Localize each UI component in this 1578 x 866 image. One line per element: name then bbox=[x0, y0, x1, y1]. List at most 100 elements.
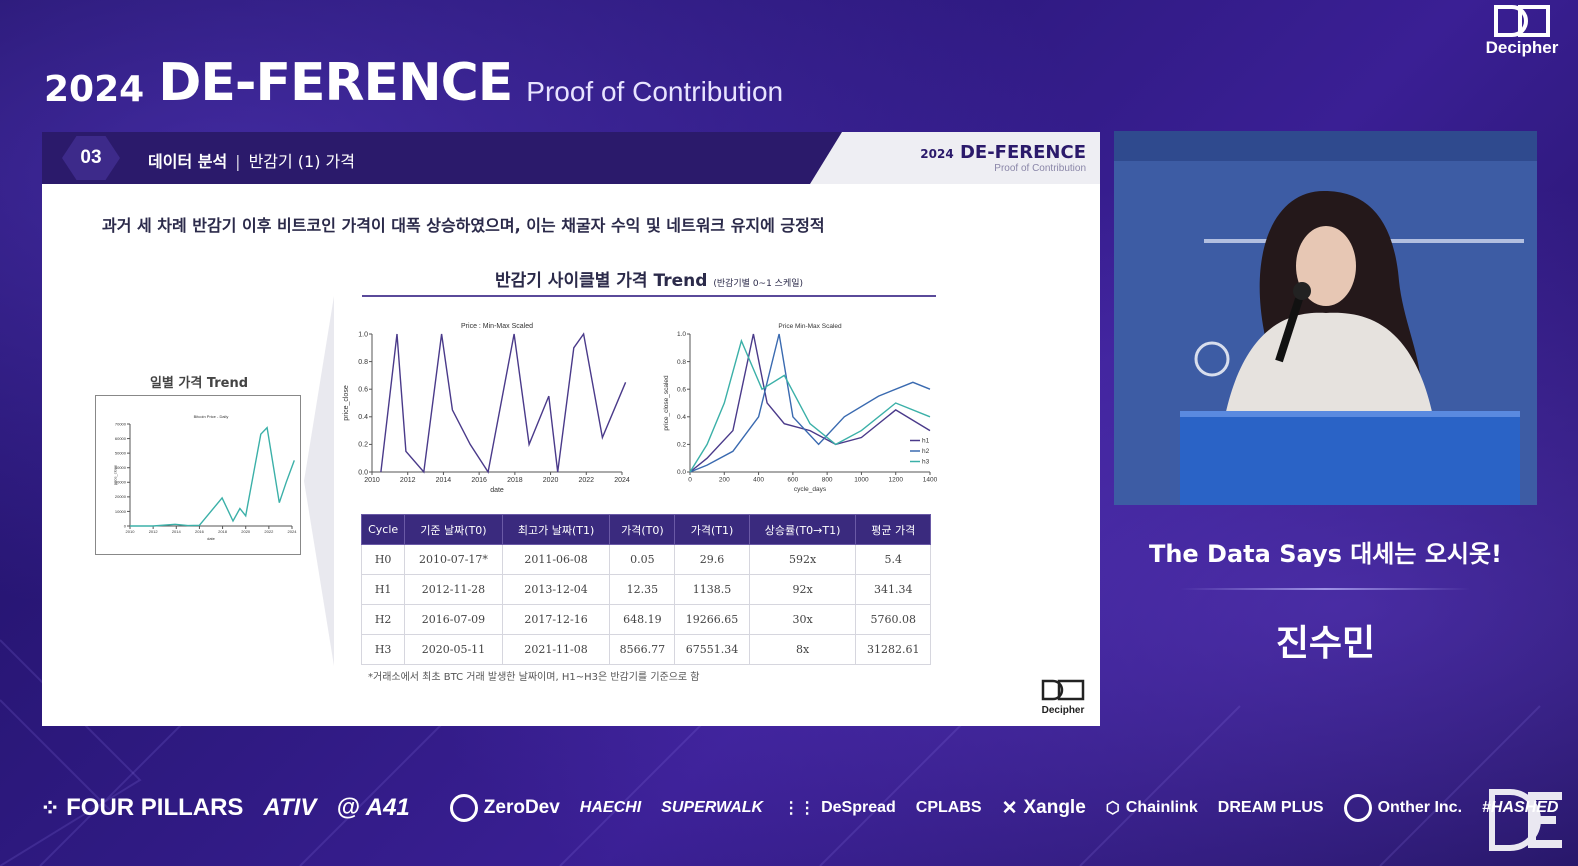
table-cell: 5.4 bbox=[855, 544, 931, 575]
decipher-corner-logo: Decipher bbox=[1480, 4, 1564, 64]
table-cell: 29.6 bbox=[674, 544, 750, 575]
table-header-cell: 최고가 날짜(T1) bbox=[501, 514, 611, 545]
despread-icon: ⋮⋮ bbox=[783, 800, 816, 817]
sponsor-superwalk: SUPERWALK bbox=[661, 799, 764, 816]
slide-brand-year: 2024 bbox=[920, 147, 954, 161]
table-cell: 8x bbox=[748, 634, 857, 665]
slide-header-band bbox=[42, 132, 842, 184]
table-row: H2 2016-07-09 2017-12-16 648.19 19266.65… bbox=[360, 604, 931, 635]
table-footnote: *거래소에서 최초 BTC 거래 발생한 날짜이며, H1~H3은 반감기를 기… bbox=[368, 672, 700, 683]
presentation-slide: 03 데이터 분석 | 반감기 (1) 가격 2024 DE-FERENCE Pro… bbox=[42, 132, 1100, 726]
y-tick-label: 30000 bbox=[115, 480, 127, 485]
zerodev-icon bbox=[449, 794, 478, 822]
table-header-cell: 가격(T1) bbox=[674, 514, 750, 545]
event-year: 2024 bbox=[44, 69, 145, 110]
x-tick-label: 1200 bbox=[888, 477, 903, 484]
chart-title-rule bbox=[362, 295, 936, 297]
slide-logo-text: Decipher bbox=[1041, 705, 1085, 716]
x-tick-label: 2010 bbox=[364, 477, 380, 484]
x-tick-label: 1400 bbox=[923, 477, 938, 484]
table-cell: 12.35 bbox=[609, 574, 676, 605]
y-tick-label: 0.4 bbox=[358, 414, 368, 421]
event-subtitle: Proof of Contribution bbox=[526, 76, 784, 107]
section-title: 데이터 분석 | 반감기 (1) 가격 bbox=[148, 148, 355, 172]
y-tick-label: 40000 bbox=[115, 465, 127, 470]
table-cell: 2016-07-09 bbox=[404, 604, 503, 635]
daily-price-chart: Bitcoin Price - Daily 2010 2012 2014 2016 201… bbox=[95, 395, 301, 555]
y-tick-label: 50000 bbox=[115, 450, 127, 455]
y-tick-label: 0.2 bbox=[677, 442, 686, 449]
slide-brand-name: DE-FERENCE bbox=[959, 142, 1086, 163]
y-tick-label: 0.4 bbox=[677, 414, 686, 421]
y-tick-label: 70000 bbox=[115, 421, 127, 426]
x-tick-label: 2020 bbox=[543, 477, 559, 484]
sponsor-label: Chainlink bbox=[1125, 799, 1198, 816]
xangle-icon: ✕ bbox=[1001, 797, 1018, 819]
sponsor-label: Onther Inc. bbox=[1377, 799, 1463, 816]
x-tick-label: 2022 bbox=[578, 477, 594, 484]
sponsor-cplabs: CPLABS bbox=[915, 799, 982, 816]
sponsor-label: A41 bbox=[365, 794, 410, 821]
table-cell: 8566.77 bbox=[609, 634, 676, 665]
legend-label: h1 bbox=[922, 438, 930, 445]
event-header: 2024 DE-FERENCE Proof of Contribution bbox=[44, 48, 783, 108]
x-axis-label: date bbox=[490, 487, 504, 494]
speaker-photo bbox=[1114, 131, 1537, 505]
scaled-price-chart: Price : Min-Max Scaled 2010 2012 2014 2016 20… bbox=[338, 304, 638, 504]
x-tick-label: 2018 bbox=[218, 529, 228, 534]
table-row: H1 2012-11-28 2013-12-04 12.35 1138.5 92… bbox=[360, 574, 931, 605]
decipher-logo-icon bbox=[1041, 679, 1085, 701]
table-cell: 341.34 bbox=[855, 574, 931, 605]
y-tick-label: 1.0 bbox=[358, 331, 368, 338]
x-tick-label: 2016 bbox=[471, 477, 487, 484]
x-tick-label: 600 bbox=[787, 477, 798, 484]
chart-title: Price : Min-Max Scaled bbox=[461, 323, 533, 330]
table-row: H0 2010-07-17* 2011-06-08 0.05 29.6 592x… bbox=[360, 544, 931, 575]
x-tick-label: 200 bbox=[719, 477, 730, 484]
x-tick-label: 2014 bbox=[436, 477, 452, 484]
table-cell: 19266.65 bbox=[674, 604, 750, 635]
y-axis-label: price_close_scaled bbox=[663, 375, 670, 431]
x-tick-label: 2018 bbox=[507, 477, 523, 484]
sponsor-four-pillars: ⁘ FOUR PILLARS bbox=[40, 794, 243, 823]
x-tick-label: 2010 bbox=[126, 529, 136, 534]
sponsor-label: FOUR PILLARS bbox=[66, 794, 244, 821]
slide-brand: 2024 DE-FERENCE Proof of Contribution bbox=[920, 142, 1086, 174]
table-cell: 648.19 bbox=[609, 604, 676, 635]
series-line bbox=[130, 426, 295, 527]
x-tick-label: 800 bbox=[822, 477, 833, 484]
table-header-row: Cycle 기준 날짜(T0) 최고가 날짜(T1) 가격(T0) 가격(T1)… bbox=[360, 514, 931, 545]
sponsor-label: Xangle bbox=[1023, 797, 1086, 818]
table-cell: 2012-11-28 bbox=[404, 574, 503, 605]
caption-divider bbox=[1180, 588, 1470, 590]
chainlink-icon: ⬡ bbox=[1105, 800, 1120, 817]
table-cell: 5760.08 bbox=[855, 604, 931, 635]
speaker-name: 진수민 bbox=[1275, 623, 1376, 664]
a41-icon: @ bbox=[336, 794, 360, 821]
x-axis-label: cycle_days bbox=[794, 486, 827, 493]
series-line bbox=[689, 338, 931, 473]
y-tick-label: 1.0 bbox=[677, 331, 686, 338]
section-title-sub: 반감기 (1) 가격 bbox=[248, 152, 355, 171]
table-cell: 2013-12-04 bbox=[501, 574, 611, 605]
y-tick-label: 0 bbox=[124, 523, 127, 528]
x-tick-label: 400 bbox=[753, 477, 764, 484]
sponsor-a41: @ A41 bbox=[336, 794, 409, 822]
table-header-cell: Cycle bbox=[360, 514, 406, 545]
table-row: H3 2020-05-11 2021-11-08 8566.77 67551.3… bbox=[360, 634, 931, 665]
zoom-connector bbox=[304, 296, 334, 666]
x-tick-label: 2024 bbox=[614, 477, 630, 484]
series-line bbox=[380, 332, 627, 474]
table-cell: 31282.61 bbox=[855, 634, 931, 665]
x-tick-label: 1000 bbox=[854, 477, 869, 484]
y-tick-label: 0.6 bbox=[677, 386, 686, 393]
cycle-days-chart: Price Min-Max Scaled 0 200 400 600 800 1000 120… bbox=[654, 304, 944, 504]
table-cell: H2 bbox=[360, 604, 406, 635]
table-header-cell: 가격(T0) bbox=[609, 514, 676, 545]
onther-icon bbox=[1343, 794, 1372, 822]
y-tick-label: 0.0 bbox=[358, 469, 368, 476]
y-tick-label: 0.2 bbox=[358, 442, 368, 449]
halving-cycle-table: Cycle 기준 날짜(T0) 최고가 날짜(T1) 가격(T0) 가격(T1)… bbox=[360, 514, 931, 665]
series-line bbox=[689, 333, 931, 473]
table-header-cell: 기준 날짜(T0) bbox=[404, 514, 503, 545]
